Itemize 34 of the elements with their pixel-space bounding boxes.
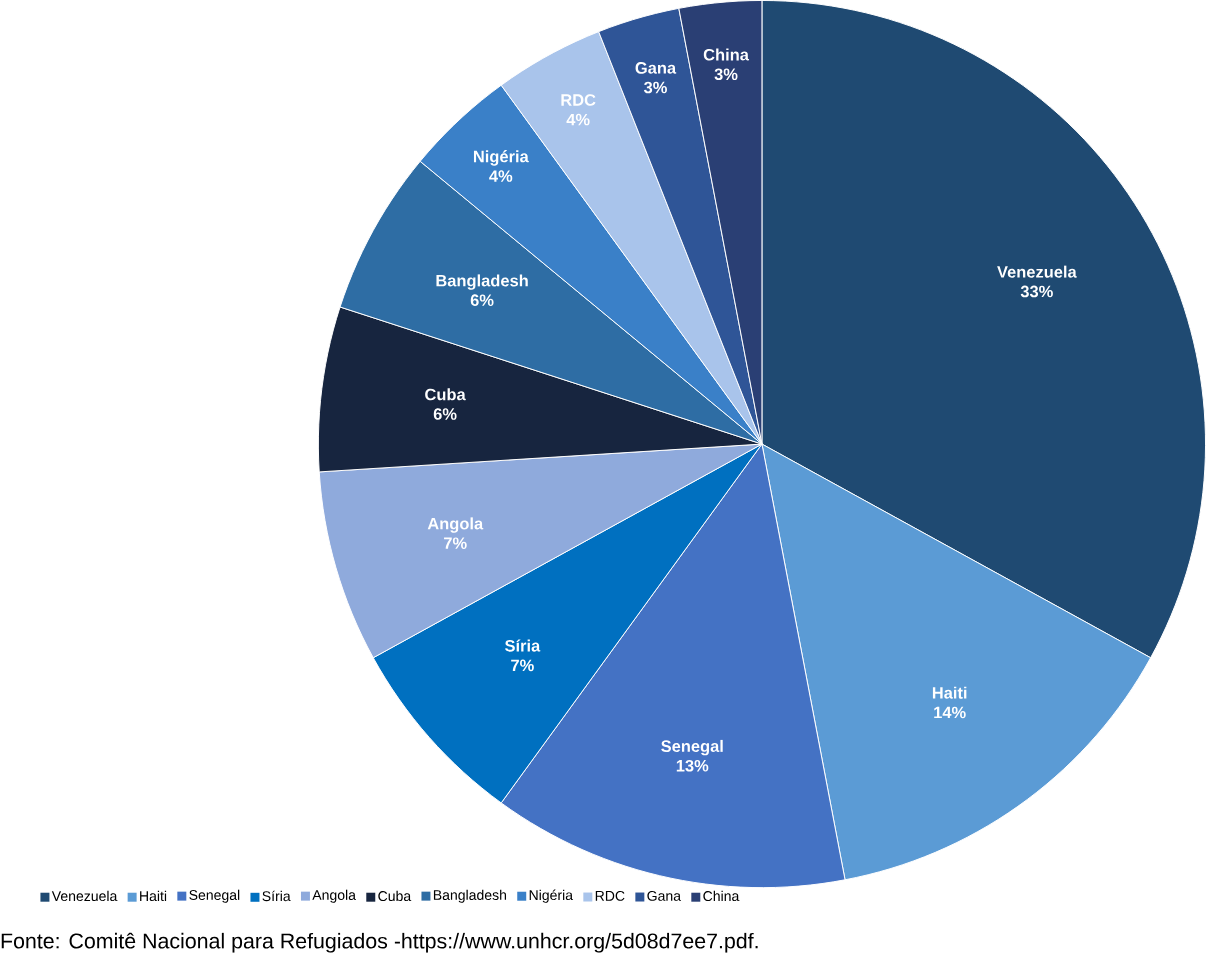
legend-label: Bangladesh (433, 889, 507, 903)
source-note: Fonte: Comitê Nacional para Refugiados -https://www.unhcr.org/5d08d7ee7.pdf. (1, 932, 758, 953)
data-label: 14% (934, 706, 966, 719)
slice-label: Síria (504, 639, 541, 652)
slice-label: Angola (427, 517, 484, 533)
slice-label: Gana (635, 62, 677, 74)
legend-label: Angola (312, 889, 356, 903)
slice-label: Nigéria (473, 150, 529, 166)
slice-label: Haiti (932, 686, 967, 699)
legend-label: Venezuela (51, 890, 118, 902)
data-label: 6% (433, 408, 457, 420)
data-label: 4% (566, 113, 590, 126)
legend-label: China (703, 890, 740, 902)
data-label: 3% (714, 68, 738, 81)
legend-label: Cuba (378, 890, 412, 902)
legend-label: Nigéria (529, 889, 574, 903)
legend-label: Síria (262, 890, 291, 902)
data-label: 13% (676, 759, 709, 772)
legend-label: Haiti (140, 890, 167, 902)
data-label: 7% (444, 537, 467, 550)
slice-label: China (703, 48, 750, 61)
legend-label: RDC (595, 891, 625, 901)
slice-label: Venezuela (997, 265, 1077, 278)
data-label: 3% (643, 81, 667, 94)
legend-label: Senegal (189, 889, 240, 903)
data-label: 33% (1020, 285, 1053, 298)
data-label: 7% (511, 659, 534, 672)
slice-label: Senegal (661, 740, 723, 756)
data-label: 4% (489, 170, 513, 182)
slice-label: Cuba (425, 388, 466, 401)
data-label: 6% (470, 294, 494, 307)
slice-label: RDC (561, 94, 596, 106)
slice-label: Bangladesh (436, 274, 528, 290)
legend-label: Gana (647, 891, 682, 901)
